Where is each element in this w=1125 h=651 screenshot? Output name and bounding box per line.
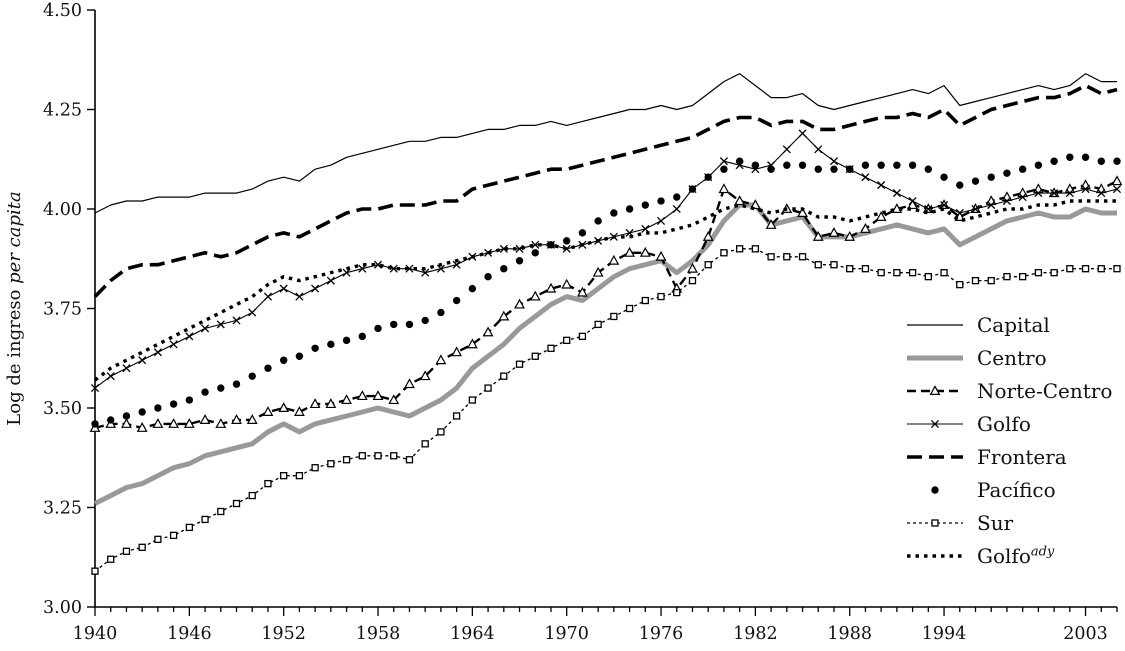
- series-markers-sur: [91, 245, 1121, 575]
- legend-item-sur: Sur: [906, 512, 1112, 534]
- series-markers-golfo: [90, 129, 1122, 393]
- legend-item-golfo: Golfo: [906, 413, 1112, 435]
- series-line-centro: [93, 202, 1117, 506]
- legend-label-superscript: ady: [1030, 544, 1055, 560]
- y-tick-label: 4.25: [43, 101, 82, 121]
- y-axis-ticks: 3.00 3.25 3.50 3.75 4.00 4.25 4.50: [43, 1, 95, 618]
- x-tick-label: 1964: [450, 624, 495, 644]
- x-tick-label: 1958: [356, 624, 401, 644]
- x-tick-label: 1970: [544, 624, 589, 644]
- legend-sample-capital: [907, 324, 963, 326]
- series-sur: [91, 245, 1121, 575]
- series-line-capital: [94, 73, 1117, 214]
- chart-legend: Capital Centro Norte-Centro Golfo Frontera Pa…: [906, 314, 1112, 567]
- series-line-frontera: [93, 83, 1118, 298]
- series-pacifico: [91, 153, 1121, 428]
- legend-label-centro: Centro: [977, 346, 1047, 370]
- legend-item-golfo-ady: Golfoady: [906, 545, 1112, 567]
- x-tick-label: 1994: [922, 624, 967, 644]
- x-tick-label: 1976: [639, 624, 684, 644]
- legend-sample-pacifico: [931, 486, 939, 494]
- legend-sample-sur: [907, 519, 963, 527]
- y-tick-label: 4.50: [43, 1, 82, 21]
- legend-label-golfo: Golfo: [977, 412, 1031, 436]
- legend-label-sur: Sur: [977, 511, 1014, 535]
- y-tick-label: 3.50: [43, 399, 82, 419]
- legend-sample-norte-centro: [907, 385, 963, 395]
- legend-sample-frontera: [907, 455, 963, 459]
- series-line-golfo-ady: [93, 199, 1117, 382]
- y-tick-label: 4.00: [43, 200, 82, 220]
- series-capital: [94, 73, 1117, 214]
- y-tick-label: 3.00: [43, 598, 82, 618]
- y-tick-label: 3.75: [43, 300, 82, 320]
- legend-item-frontera: Frontera: [906, 446, 1112, 468]
- legend-item-norte-centro: Norte-Centro: [906, 380, 1112, 402]
- x-tick-label: 1946: [167, 624, 212, 644]
- x-tick-label: 1988: [827, 624, 872, 644]
- series-markers-pacifico: [91, 153, 1121, 428]
- series-golfo-ady: [93, 199, 1117, 382]
- y-axis-title: Log de ingreso per capita: [4, 191, 25, 425]
- series-frontera: [93, 83, 1118, 298]
- legend-label-capital: Capital: [977, 313, 1050, 337]
- y-tick-label: 3.25: [43, 499, 82, 519]
- legend-label-frontera: Frontera: [977, 445, 1067, 469]
- legend-item-capital: Capital: [906, 314, 1112, 336]
- legend-label-golfo-ady: Golfoady: [977, 544, 1055, 568]
- x-tick-label: 1982: [733, 624, 778, 644]
- x-tick-label: 1952: [261, 624, 306, 644]
- x-tick-label: 2003: [1063, 624, 1108, 644]
- x-axis-ticks: 1940 1946 1952 1958 1964 1970 1976 1982 1988 1994…: [73, 607, 1118, 644]
- x-tick-label: 1940: [73, 624, 118, 644]
- legend-sample-golfo-ady: [907, 554, 963, 558]
- series-centro: [93, 202, 1117, 506]
- legend-sample-golfo: [907, 419, 963, 429]
- legend-sample-centro: [907, 355, 963, 361]
- legend-label-pacifico: Pacífico: [977, 478, 1056, 502]
- legend-item-pacifico: Pacífico: [906, 479, 1112, 501]
- legend-label-norte-centro: Norte-Centro: [977, 379, 1113, 403]
- legend-item-centro: Centro: [906, 347, 1112, 369]
